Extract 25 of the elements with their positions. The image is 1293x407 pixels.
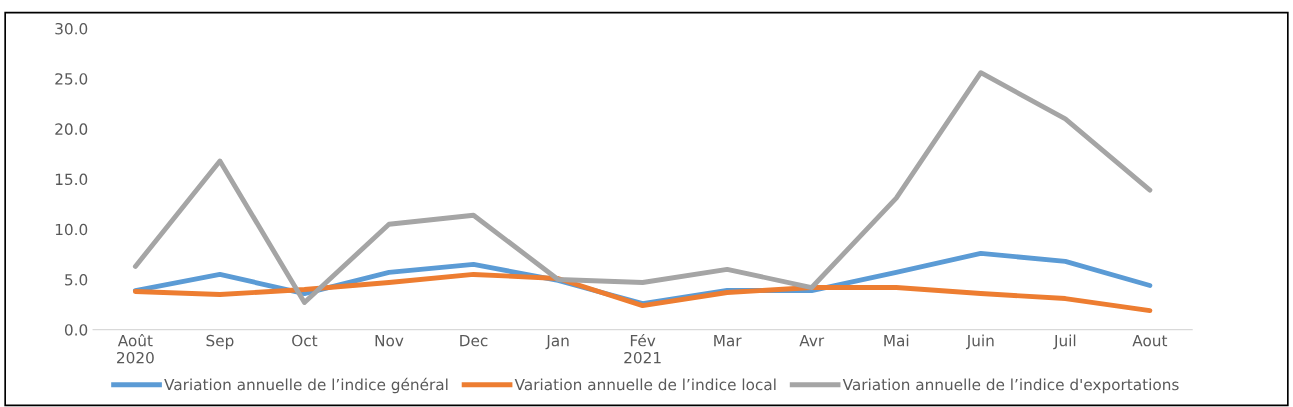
line-series xyxy=(132,70,1153,305)
y-tick-label: 5.0 xyxy=(65,273,88,286)
legend-label: Variation annuelle de l’indice général xyxy=(164,377,448,394)
x-tick-label: Dec xyxy=(460,335,488,347)
x-tick-label: Mar xyxy=(714,335,742,347)
x-tick-label: Aout xyxy=(1132,335,1168,347)
x-tick-label: Mai xyxy=(884,334,909,347)
x-tick-label: Juil xyxy=(1053,334,1076,350)
x-tick-label: Jan xyxy=(545,335,569,350)
legend-label: Variation annuelle de l’indice local xyxy=(514,378,776,391)
y-tick-label: 10.0 xyxy=(55,223,88,236)
x-tick-label: Nov xyxy=(375,335,404,347)
x-tick-label: Oct xyxy=(292,334,318,347)
y-tick-label: 30.0 xyxy=(55,22,88,35)
x-tick-label: Avr xyxy=(799,335,825,347)
x-tick-label: Sep xyxy=(206,334,234,350)
x-tick-label: Juin xyxy=(965,334,994,350)
x-tick-label: Août 2020 xyxy=(117,333,154,364)
y-tick-label: 0.0 xyxy=(64,324,88,336)
legend-label: Variation annuelle de l’indice d'exportations xyxy=(842,378,1179,394)
x-tick-label: Fév 2021 xyxy=(624,333,661,364)
line-series xyxy=(132,272,1153,314)
y-tick-label: 25.0 xyxy=(55,73,88,85)
y-tick-label: 15.0 xyxy=(55,173,88,186)
y-tick-label: 20.0 xyxy=(55,123,88,135)
